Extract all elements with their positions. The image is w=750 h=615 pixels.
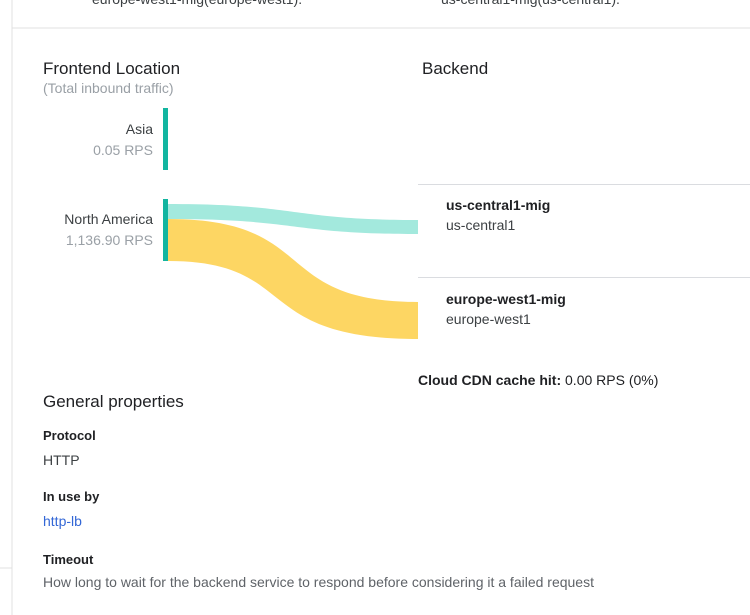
location-name: Asia bbox=[125, 121, 153, 137]
property-description: How long to wait for the backend service… bbox=[43, 574, 594, 590]
flow-europe-west1 bbox=[168, 219, 418, 339]
legend-label: us-central1-mig(us-central1). bbox=[441, 0, 620, 6]
location-name: North America bbox=[64, 211, 153, 227]
backend-title: Backend bbox=[422, 59, 489, 78]
frontend-subtitle: (Total inbound traffic) bbox=[43, 80, 174, 96]
cdn-label: Cloud CDN cache hit: bbox=[418, 372, 562, 388]
property-label: Timeout bbox=[43, 552, 94, 567]
flow-us-central1 bbox=[168, 204, 418, 234]
asia-node bbox=[163, 108, 168, 170]
legend-label: europe-west1-mig(europe-west1). bbox=[92, 0, 302, 6]
property-label: Protocol bbox=[43, 428, 96, 443]
property-label: In use by bbox=[43, 489, 100, 504]
backend-region: europe-west1 bbox=[446, 311, 531, 327]
north-america-node bbox=[163, 199, 168, 261]
cdn-value: 0.00 RPS (0%) bbox=[565, 372, 659, 388]
backend-name[interactable]: europe-west1-mig bbox=[446, 291, 566, 307]
general-title: General properties bbox=[43, 392, 184, 411]
property-value: HTTP bbox=[43, 452, 80, 468]
property-link[interactable]: http-lb bbox=[43, 513, 82, 529]
location-traffic: 1,136.90 RPS bbox=[65, 232, 153, 248]
backend-name[interactable]: us-central1-mig bbox=[446, 197, 551, 213]
cdn-row: Cloud CDN cache hit: 0.00 RPS (0%) bbox=[418, 373, 658, 387]
backend-region: us-central1 bbox=[446, 217, 516, 233]
location-traffic: 0.05 RPS bbox=[93, 142, 153, 158]
frontend-title: Frontend Location bbox=[43, 59, 181, 78]
